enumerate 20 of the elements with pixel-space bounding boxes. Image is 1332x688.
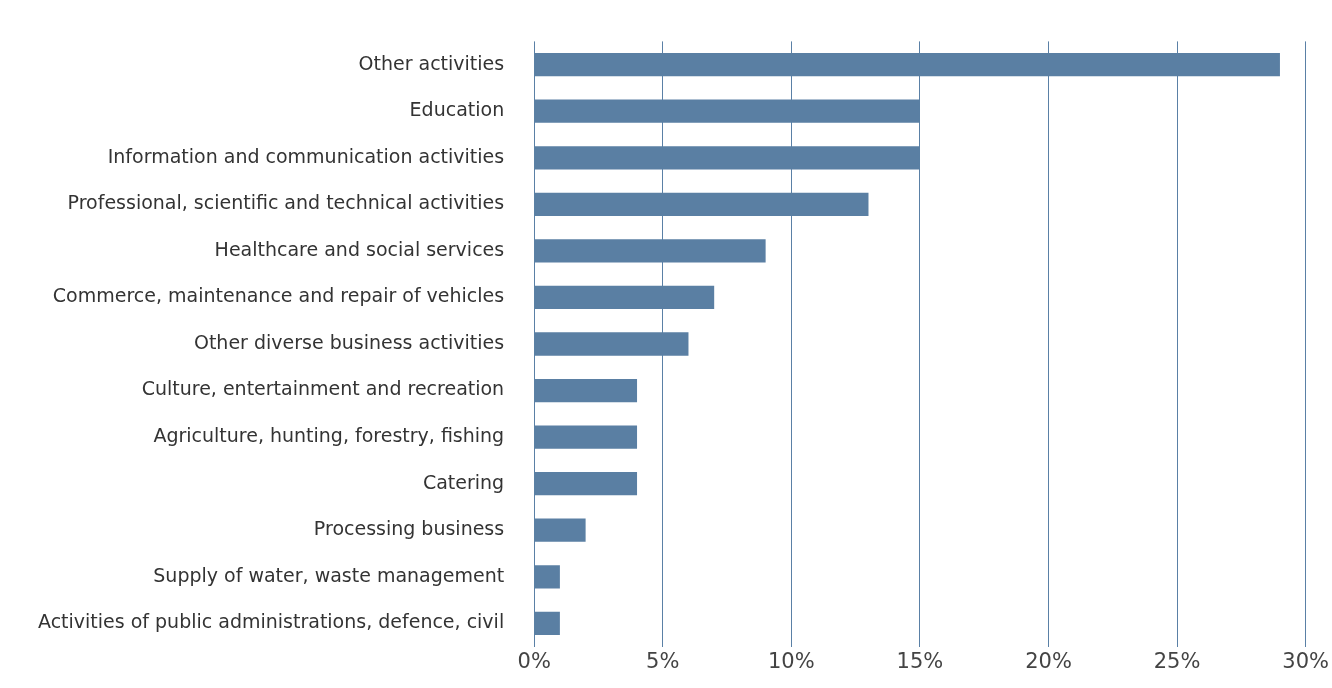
x-tick-label: 10% — [768, 648, 815, 673]
x-tick-label: 0% — [517, 648, 551, 673]
y-tick-label: Other activities — [358, 51, 505, 74]
y-tick-label: Healthcare and social services — [214, 237, 505, 260]
y-tick-label: Professional, scientific and technical activities — [67, 191, 505, 214]
x-tick-label: 25% — [1153, 648, 1201, 673]
y-tick-label: Education — [409, 98, 505, 121]
y-tick-label: Supply of water, waste management — [153, 563, 505, 586]
y-tick-label: Agriculture, hunting, forestry, fishing — [153, 424, 505, 447]
y-tick-label: Other diverse business activities — [193, 330, 505, 353]
y-tick-label: Processing business — [313, 517, 505, 540]
x-tick-label: 5% — [646, 648, 680, 673]
y-tick-label: Catering — [422, 470, 505, 493]
y-tick-label: Activities of public administrations, defence, civil — [37, 610, 505, 633]
y-tick-label: Culture, entertainment and recreation — [141, 377, 505, 400]
y-tick-label: Commerce, maintenance and repair of vehicles — [52, 284, 505, 307]
x-tick-label: 15% — [896, 648, 944, 673]
x-tick-label: 30% — [1282, 648, 1330, 673]
y-tick-label: Information and communication activities — [107, 144, 505, 167]
x-tick-label: 20% — [1025, 648, 1072, 673]
